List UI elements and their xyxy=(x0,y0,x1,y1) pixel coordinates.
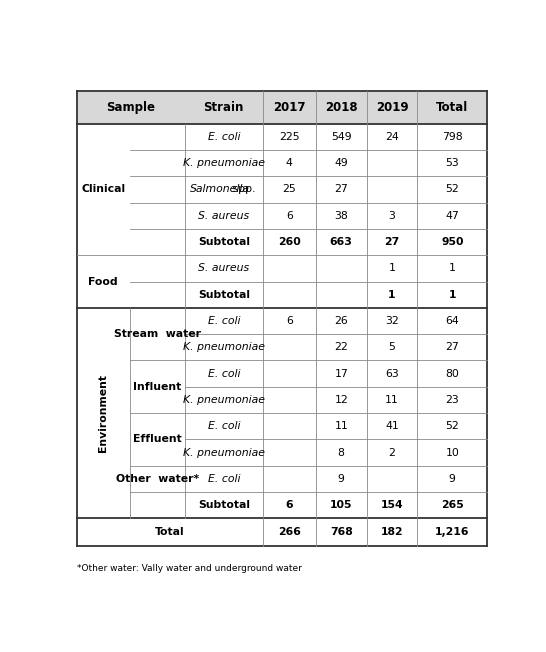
Bar xyxy=(76,229,487,255)
Text: Salmonella: Salmonella xyxy=(189,185,250,194)
Text: 10: 10 xyxy=(446,447,459,458)
Text: 12: 12 xyxy=(334,395,348,405)
Text: Effluent: Effluent xyxy=(133,434,181,445)
Text: 6: 6 xyxy=(286,316,293,326)
Bar xyxy=(76,387,487,413)
Bar xyxy=(76,308,487,334)
Text: 9: 9 xyxy=(449,474,456,484)
Text: E. coli: E. coli xyxy=(207,132,240,142)
Text: Subtotal: Subtotal xyxy=(198,289,250,300)
Text: 266: 266 xyxy=(278,527,301,537)
Text: 38: 38 xyxy=(334,211,348,221)
Text: 2: 2 xyxy=(389,447,395,458)
Text: 23: 23 xyxy=(446,395,459,405)
Text: Total: Total xyxy=(436,101,468,113)
Text: 53: 53 xyxy=(446,158,459,168)
Text: Total: Total xyxy=(155,527,185,537)
Text: 17: 17 xyxy=(334,368,348,379)
Text: E. coli: E. coli xyxy=(207,368,240,379)
Text: 27: 27 xyxy=(446,342,459,352)
Bar xyxy=(76,255,487,282)
Text: 5: 5 xyxy=(389,342,395,352)
Bar xyxy=(76,124,487,150)
Text: 950: 950 xyxy=(441,237,464,247)
Text: 6: 6 xyxy=(286,500,293,510)
Text: 24: 24 xyxy=(385,132,399,142)
Text: 63: 63 xyxy=(385,368,399,379)
Text: Subtotal: Subtotal xyxy=(198,237,250,247)
Text: 49: 49 xyxy=(334,158,348,168)
Text: 11: 11 xyxy=(385,395,399,405)
Text: 105: 105 xyxy=(330,500,352,510)
Text: 4: 4 xyxy=(286,158,293,168)
Text: 154: 154 xyxy=(381,500,403,510)
Text: 768: 768 xyxy=(330,527,353,537)
Text: S. aureus: S. aureus xyxy=(198,263,250,273)
Text: 47: 47 xyxy=(446,211,459,221)
Text: 52: 52 xyxy=(446,421,459,431)
Text: Influent: Influent xyxy=(133,382,181,392)
Text: 3: 3 xyxy=(389,211,395,221)
Text: spp.: spp. xyxy=(229,185,256,194)
Text: 260: 260 xyxy=(278,237,301,247)
Text: 8: 8 xyxy=(338,447,345,458)
Text: 1: 1 xyxy=(449,263,456,273)
Bar xyxy=(76,91,487,124)
Bar xyxy=(76,518,487,546)
Text: K. pneumoniae: K. pneumoniae xyxy=(183,342,265,352)
Text: Clinical: Clinical xyxy=(81,185,125,194)
Text: 549: 549 xyxy=(331,132,352,142)
Text: Subtotal: Subtotal xyxy=(198,500,250,510)
Text: 64: 64 xyxy=(446,316,459,326)
Text: E. coli: E. coli xyxy=(207,316,240,326)
Bar xyxy=(76,176,487,203)
Bar xyxy=(76,361,487,387)
Text: 32: 32 xyxy=(385,316,399,326)
Text: 182: 182 xyxy=(381,527,403,537)
Text: 265: 265 xyxy=(441,500,464,510)
Bar xyxy=(76,334,487,361)
Text: 1: 1 xyxy=(388,289,396,300)
Text: 41: 41 xyxy=(385,421,399,431)
Text: 1: 1 xyxy=(448,289,456,300)
Text: 6: 6 xyxy=(286,211,293,221)
Bar xyxy=(76,466,487,492)
Text: 225: 225 xyxy=(279,132,300,142)
Text: E. coli: E. coli xyxy=(207,474,240,484)
Text: Strain: Strain xyxy=(204,101,244,113)
Text: Stream  water: Stream water xyxy=(114,329,200,339)
Bar xyxy=(76,413,487,439)
Bar xyxy=(76,203,487,229)
Text: 1,216: 1,216 xyxy=(435,527,470,537)
Text: 9: 9 xyxy=(338,474,345,484)
Text: 2019: 2019 xyxy=(376,101,408,113)
Text: 52: 52 xyxy=(446,185,459,194)
Text: 663: 663 xyxy=(330,237,353,247)
Text: 2017: 2017 xyxy=(273,101,306,113)
Text: 25: 25 xyxy=(282,185,296,194)
Text: Other  water*: Other water* xyxy=(116,474,199,484)
Text: 22: 22 xyxy=(334,342,348,352)
Text: *Other water: Vally water and underground water: *Other water: Vally water and undergroun… xyxy=(76,564,301,573)
Text: K. pneumoniae: K. pneumoniae xyxy=(183,395,265,405)
Text: E. coli: E. coli xyxy=(207,421,240,431)
Text: S. aureus: S. aureus xyxy=(198,211,250,221)
Text: 11: 11 xyxy=(334,421,348,431)
Text: K. pneumoniae: K. pneumoniae xyxy=(183,158,265,168)
Text: 798: 798 xyxy=(442,132,462,142)
Text: Food: Food xyxy=(88,276,118,286)
Text: 26: 26 xyxy=(334,316,348,326)
Text: 80: 80 xyxy=(446,368,459,379)
Bar xyxy=(76,150,487,176)
Text: 2018: 2018 xyxy=(325,101,358,113)
Text: Sample: Sample xyxy=(106,101,155,113)
Text: Environment: Environment xyxy=(98,374,108,452)
Text: 1: 1 xyxy=(389,263,395,273)
Text: 27: 27 xyxy=(334,185,348,194)
Text: 27: 27 xyxy=(384,237,400,247)
Bar xyxy=(76,282,487,308)
Bar xyxy=(76,492,487,518)
Text: K. pneumoniae: K. pneumoniae xyxy=(183,447,265,458)
Bar xyxy=(76,439,487,466)
